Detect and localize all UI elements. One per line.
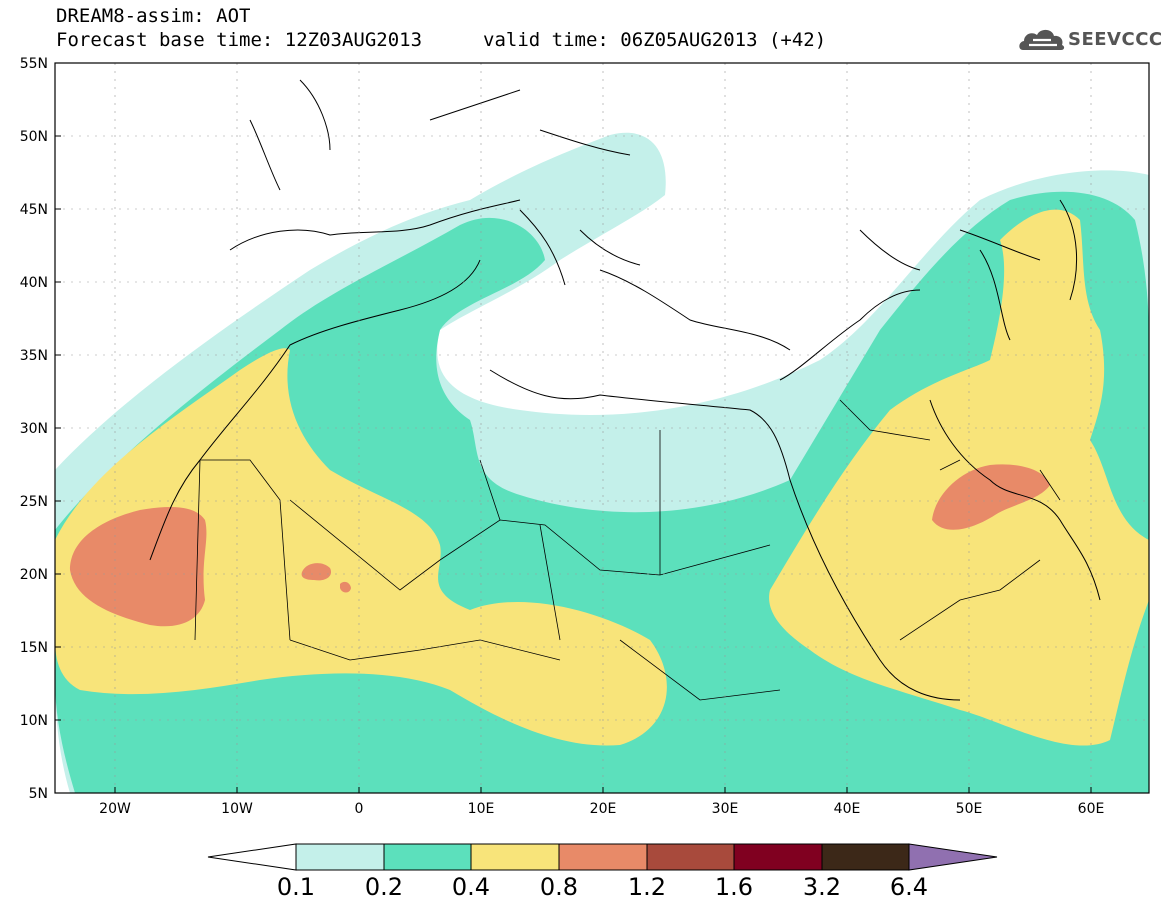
- colorbar-swatch: [295, 843, 385, 871]
- colorbar-swatch: [470, 843, 560, 871]
- lat-label: 30N: [20, 421, 48, 437]
- colorbar-label: 0.2: [365, 873, 403, 901]
- cloud-logo-icon: [1019, 29, 1065, 50]
- lat-label: 40N: [20, 275, 48, 291]
- lon-label: 10E: [468, 801, 495, 817]
- aot-contour-0.8-1.2: [70, 464, 1050, 627]
- lat-label: 15N: [20, 640, 48, 656]
- lat-label: 55N: [20, 56, 48, 72]
- tick-marks: [55, 62, 1092, 794]
- colorbar-swatch: [558, 843, 648, 871]
- lat-label: 5N: [29, 786, 48, 802]
- valid-time: valid time: 06Z05AUG2013 (+42): [483, 29, 827, 51]
- aot-contour-0.4-0.8: [55, 209, 1149, 746]
- colorbar-label: 6.4: [890, 873, 928, 901]
- lon-label: 60E: [1078, 801, 1105, 817]
- colorbar-swatch: [646, 843, 735, 871]
- colorbar-label: 1.2: [628, 873, 666, 901]
- lon-label: 0: [355, 801, 364, 817]
- lat-label: 20N: [20, 567, 48, 583]
- graticule: [55, 63, 1149, 793]
- lat-label: 35N: [20, 348, 48, 364]
- colorbar-over-arrow: [908, 843, 998, 871]
- colorbar: [207, 843, 998, 871]
- forecast-base-time: Forecast base time: 12Z03AUG2013: [56, 29, 423, 51]
- colorbar-swatch: [821, 843, 910, 871]
- lon-label: 20W: [99, 801, 131, 817]
- colorbar-label: 0.8: [540, 873, 578, 901]
- colorbar-label: 1.6: [715, 873, 753, 901]
- map-title: DREAM8-assim: AOT: [56, 5, 251, 27]
- colorbar-label: 0.1: [277, 873, 315, 901]
- lat-labels: 55N 50N 45N 40N 35N 30N 25N 20N 15N 10N …: [20, 56, 48, 802]
- lon-labels: 20W 10W 0 10E 20E 30E 40E 50E 60E: [99, 801, 1104, 817]
- lon-label: 10W: [221, 801, 253, 817]
- colorbar-labels: 0.1 0.2 0.4 0.8 1.2 1.6 3.2 6.4: [277, 873, 928, 901]
- colorbar-label: 3.2: [803, 873, 841, 901]
- colorbar-label: 0.4: [452, 873, 490, 901]
- country-borders: [194, 399, 1061, 701]
- colorbar-swatch: [733, 843, 823, 871]
- lon-label: 50E: [956, 801, 983, 817]
- lon-label: 40E: [834, 801, 861, 817]
- lat-label: 50N: [20, 129, 48, 145]
- lon-label: 30E: [712, 801, 739, 817]
- colorbar-swatch: [383, 843, 472, 871]
- lat-label: 10N: [20, 713, 48, 729]
- lat-label: 25N: [20, 494, 48, 510]
- logo-text: SEEVCCC: [1068, 29, 1163, 50]
- colorbar-under-arrow: [207, 843, 297, 871]
- lat-label: 45N: [20, 202, 48, 218]
- lon-label: 20E: [590, 801, 617, 817]
